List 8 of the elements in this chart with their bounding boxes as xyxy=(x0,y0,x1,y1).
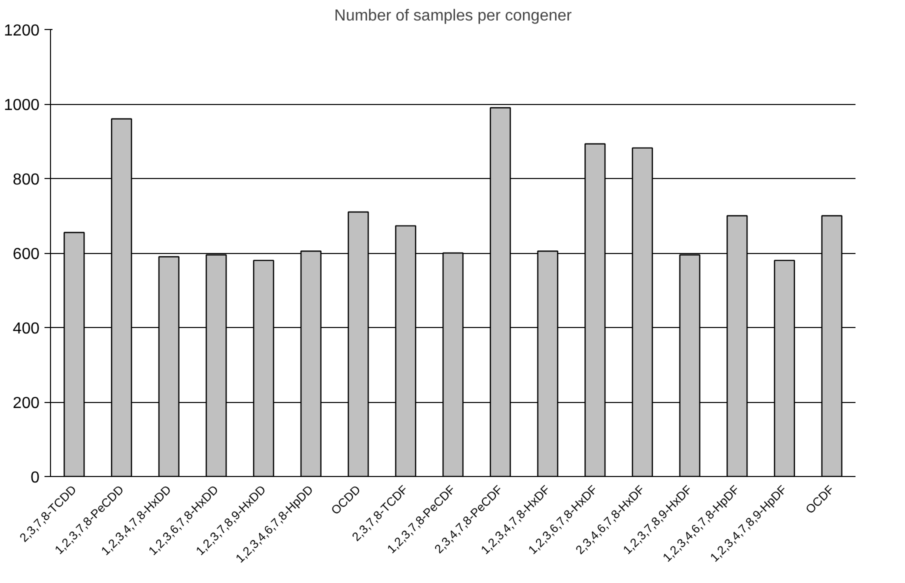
y-tick-label: 0 xyxy=(30,470,40,486)
y-tick-label: 1200 xyxy=(4,22,40,40)
y-tick-label: 600 xyxy=(12,246,40,263)
y-tick-label: 800 xyxy=(12,172,40,188)
y-tick-label: 200 xyxy=(12,395,40,412)
y-tick-label: 400 xyxy=(12,320,40,338)
y-tick-label: 1000 xyxy=(4,97,40,114)
chart-title: Number of samples per congener xyxy=(334,8,572,24)
